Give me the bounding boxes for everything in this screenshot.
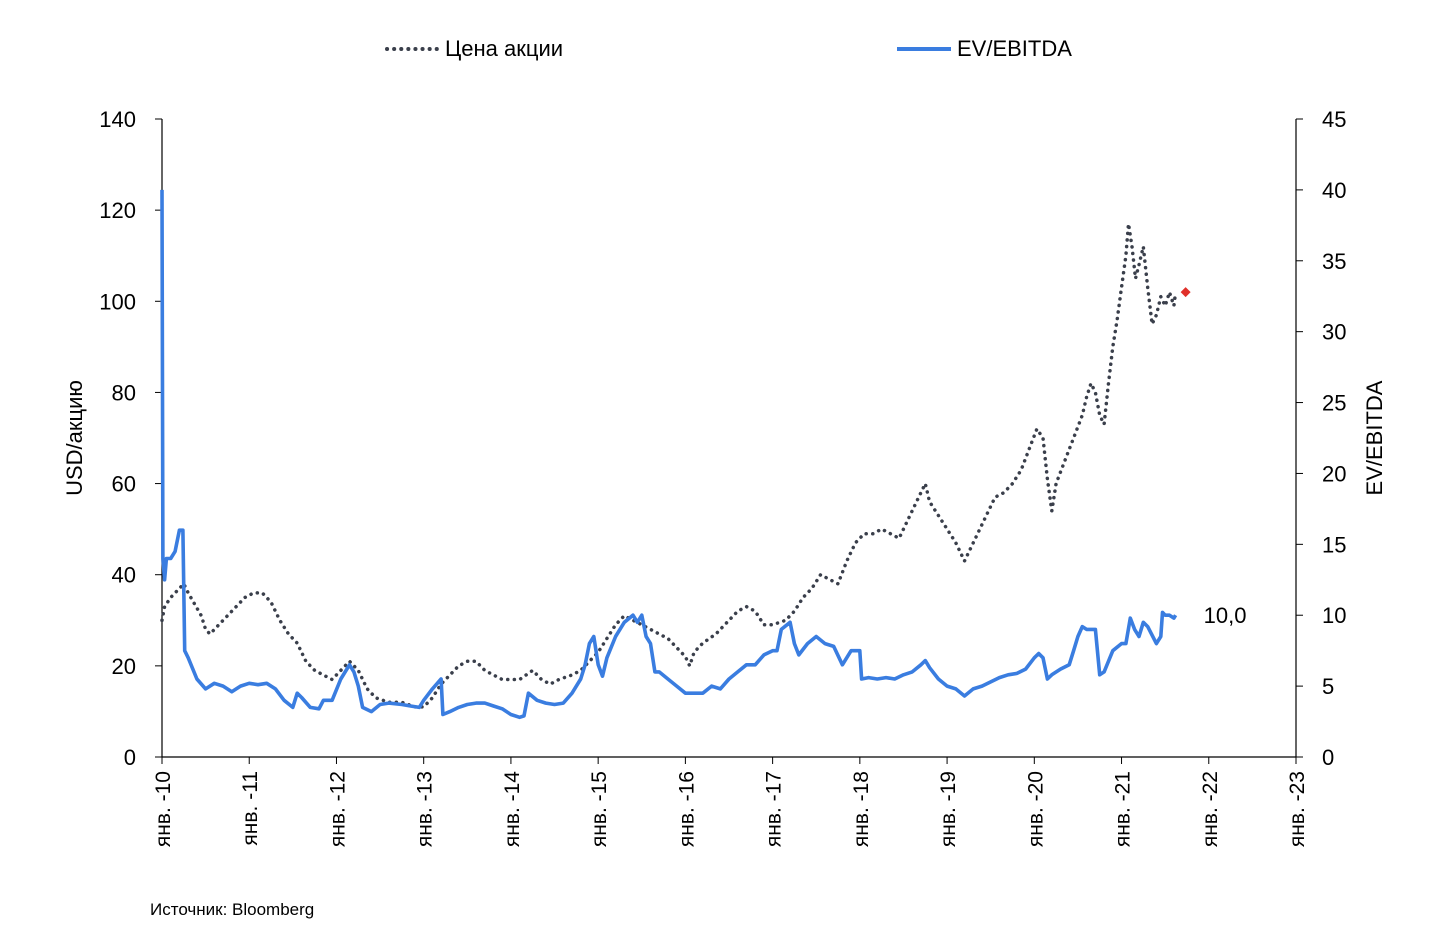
x-tick-label: янв. -22: [1199, 771, 1222, 847]
ev-series-path: [160, 189, 1178, 720]
x-tick-label: янв. -16: [675, 771, 698, 847]
y-left-tick-label: 60: [112, 472, 136, 497]
y-right-axis-title: EV/EBITDA: [1362, 380, 1387, 495]
last-price-marker: [1180, 287, 1191, 298]
y-left-tick-label: 80: [112, 380, 136, 405]
series-ev-line: [160, 189, 1178, 720]
y-right-tick-label: 30: [1322, 320, 1346, 345]
legend-price-swatch: [385, 47, 441, 51]
x-tick-label: янв. -10: [152, 771, 175, 847]
annotations: 10,0: [1180, 287, 1247, 628]
legend-ev-label: EV/EBITDA: [957, 36, 1072, 61]
axes: 0 20 40 60 80 100 120 140 0 5 10 15 20 25 30 35 40 45 янв.…: [62, 107, 1387, 847]
y-right-tick-label: 20: [1322, 461, 1346, 486]
series-price-line: [160, 222, 1178, 709]
x-tick-label: янв. -21: [1112, 771, 1135, 847]
legend-price-label: Цена акции: [445, 36, 564, 61]
x-tick-label: янв. -13: [414, 771, 437, 847]
legend-ev-swatch: [897, 47, 951, 51]
y-right-tick-label: 35: [1322, 249, 1346, 274]
x-tick-label: янв. -15: [588, 771, 611, 847]
y-right-tick-label: 40: [1322, 178, 1346, 203]
legend-item-price: Цена акции: [385, 36, 563, 62]
x-tick-label: янв. -20: [1024, 771, 1047, 847]
legend-item-ev: EV/EBITDA: [897, 36, 1072, 62]
x-tick-label: янв. -11: [239, 771, 262, 846]
y-right-tick-label: 0: [1322, 745, 1334, 770]
y-left-tick-label: 0: [124, 745, 136, 770]
y-right-tick-label: 10: [1322, 603, 1346, 628]
x-tick-label: янв. -19: [937, 771, 960, 847]
x-tick-label: янв. -18: [850, 771, 873, 847]
y-left-tick-label: 140: [99, 107, 136, 132]
y-left-tick-label: 20: [112, 654, 136, 679]
x-tick-label: янв. -17: [763, 771, 786, 847]
source-note: Источник: Bloomberg: [150, 900, 315, 919]
last-ev-value-label: 10,0: [1204, 603, 1247, 628]
y-left-tick-label: 40: [112, 563, 136, 588]
price-series-path: [160, 222, 1178, 709]
y-right-tick-label: 25: [1322, 391, 1346, 416]
y-left-tick-label: 120: [99, 198, 136, 223]
x-tick-label: янв. -23: [1286, 771, 1309, 847]
y-left-tick-label: 100: [99, 289, 136, 314]
y-right-tick-label: 5: [1322, 674, 1334, 699]
y-right-tick-label: 45: [1322, 107, 1346, 132]
y-right-tick-label: 15: [1322, 532, 1346, 557]
x-tick-label: янв. -14: [501, 771, 524, 847]
x-tick-label: янв. -12: [326, 771, 349, 847]
y-left-axis-title: USD/акцию: [62, 380, 87, 496]
